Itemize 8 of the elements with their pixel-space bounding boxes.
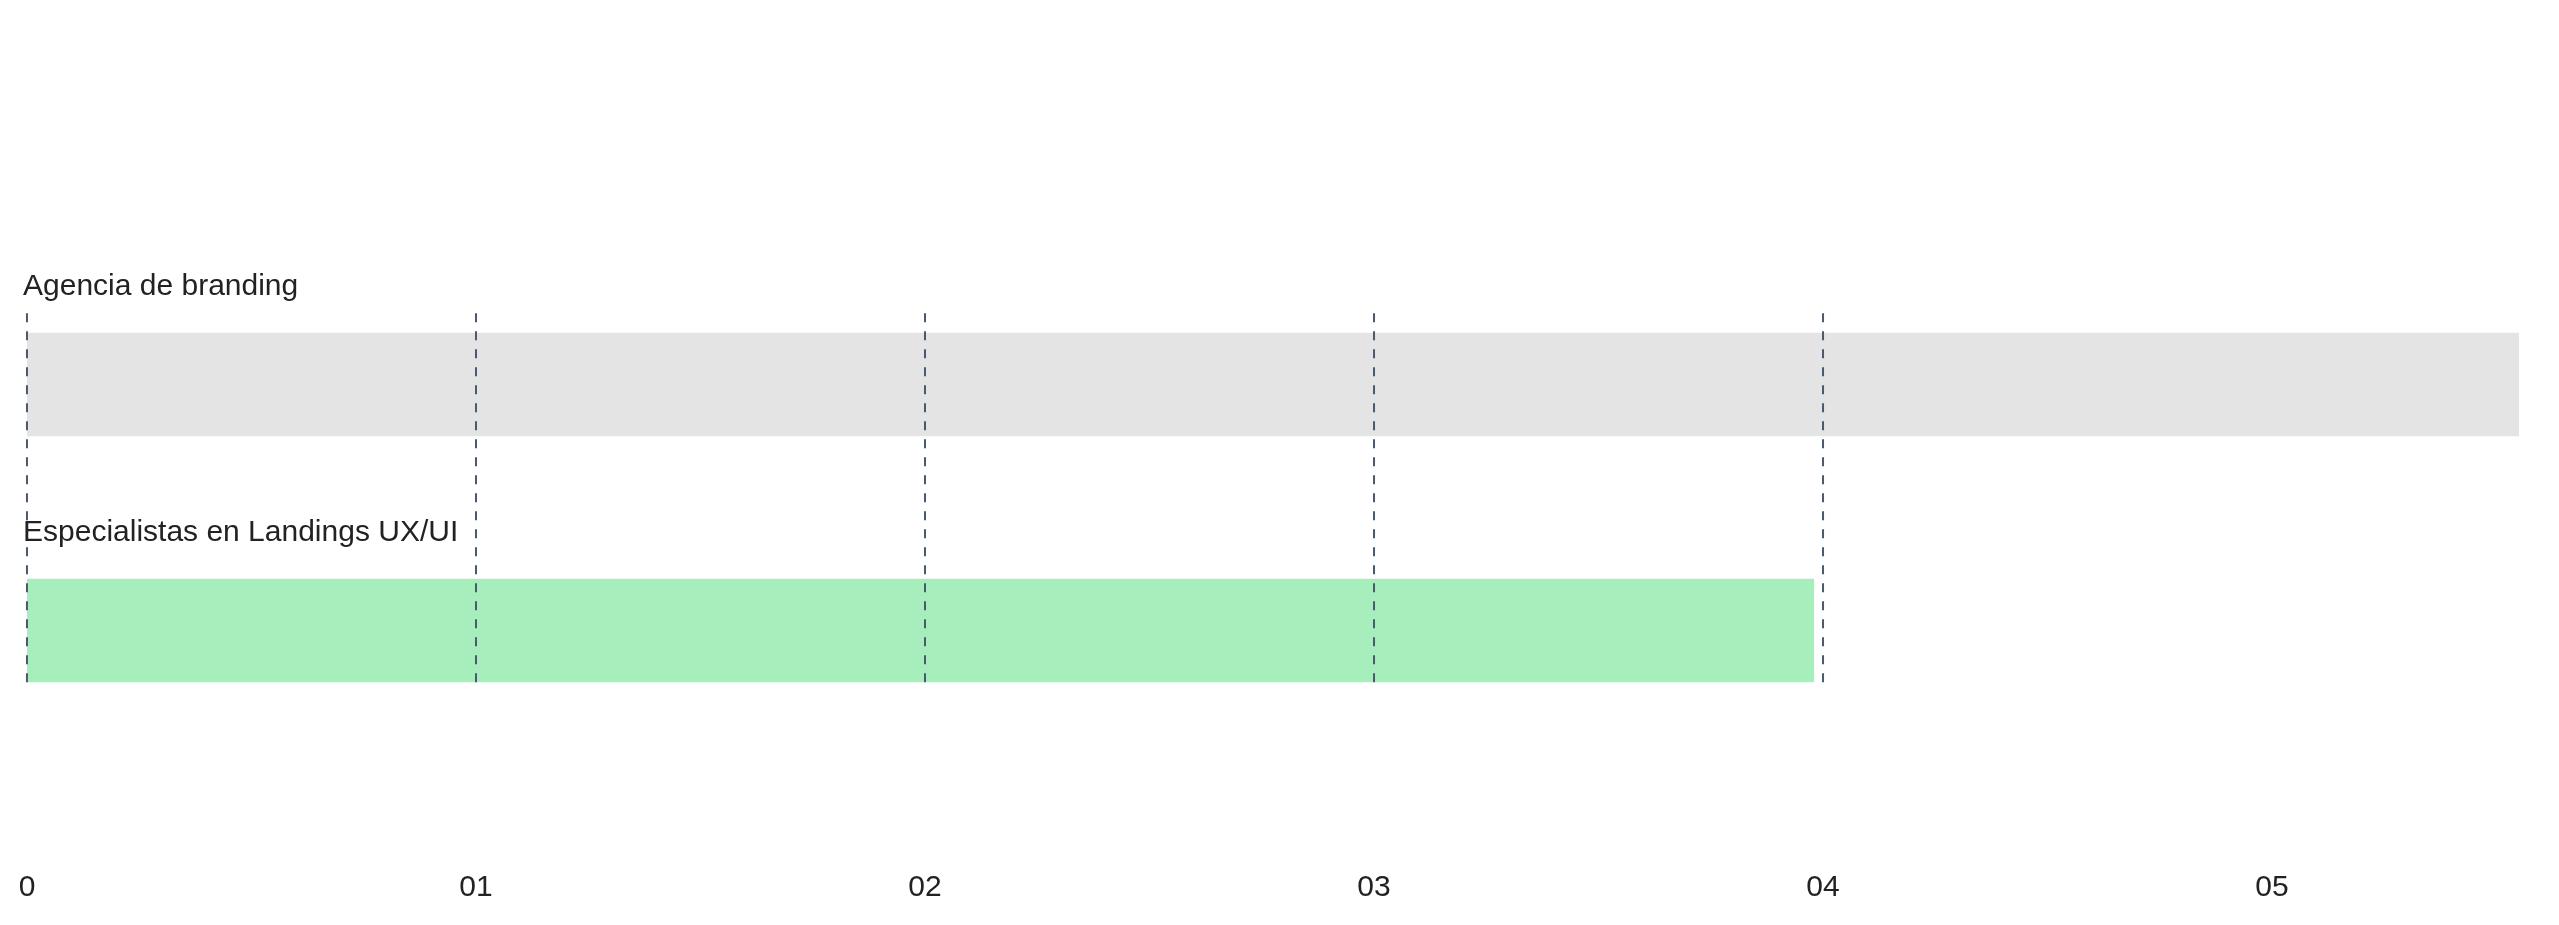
x-tick-label: 05	[2255, 869, 2289, 902]
y-tick-label: Especialistas en Landings UX/UI	[23, 514, 459, 547]
x-tick-label: 03	[1357, 869, 1391, 902]
x-tick-label: 0	[18, 869, 36, 902]
x-tick-label: 01	[459, 869, 493, 902]
y-tick-label: Agencia de branding	[23, 268, 299, 301]
x-tick-label: 04	[1806, 869, 1840, 902]
x-tick-label: 02	[908, 869, 942, 902]
